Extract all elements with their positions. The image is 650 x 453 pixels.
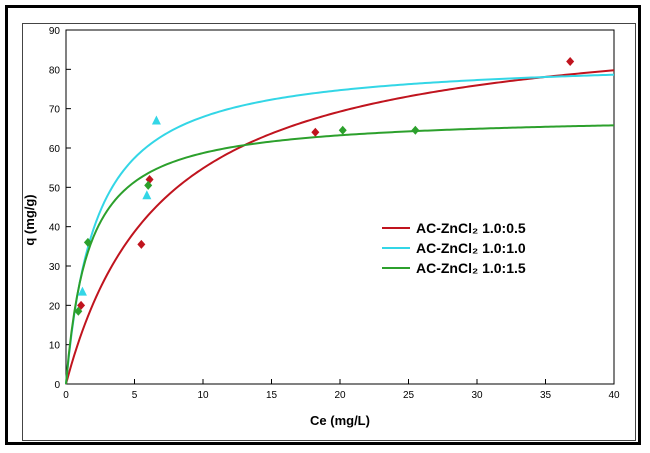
chart-panel	[22, 23, 636, 441]
legend-label: AC-ZnCl₂ 1.0:1.0	[416, 240, 526, 256]
y-axis-label: q (mg/g)	[22, 194, 37, 245]
data-point	[144, 180, 153, 190]
y-tick-label: 60	[49, 144, 61, 155]
x-tick-label: 40	[608, 390, 620, 401]
y-tick-label: 40	[49, 223, 61, 234]
data-point	[411, 125, 420, 135]
x-axis-label: Ce (mg/L)	[310, 413, 370, 428]
y-tick-label: 80	[49, 65, 61, 76]
x-tick-label: 0	[63, 390, 69, 401]
data-point	[151, 115, 161, 125]
fit-curve-1	[65, 69, 615, 385]
fit-curve-2	[65, 73, 615, 385]
data-point	[311, 127, 320, 137]
x-tick-label: 15	[266, 390, 278, 401]
x-tick-label: 5	[132, 390, 138, 401]
fit-curve-3	[65, 124, 615, 385]
y-tick-label: 20	[49, 301, 61, 312]
x-tick-label: 30	[471, 390, 483, 401]
data-point	[77, 286, 87, 296]
fit-curves	[65, 69, 615, 385]
y-tick-label: 10	[49, 341, 61, 352]
x-tick-label: 10	[197, 390, 209, 401]
y-tick-label: 0	[54, 380, 60, 391]
legend-label: AC-ZnCl₂ 1.0:0.5	[416, 220, 526, 236]
legend-label: AC-ZnCl₂ 1.0:1.5	[416, 260, 526, 276]
data-points	[74, 56, 575, 316]
data-point	[74, 306, 83, 316]
data-point	[566, 56, 575, 66]
y-tick-label: 50	[49, 183, 61, 194]
data-point	[137, 239, 146, 249]
y-tick-label: 90	[49, 26, 61, 37]
y-tick-label: 70	[49, 105, 61, 116]
x-tick-label: 35	[540, 390, 552, 401]
y-tick-label: 30	[49, 262, 61, 273]
data-point	[338, 125, 347, 135]
data-point	[83, 237, 92, 247]
plot-area	[65, 29, 615, 385]
axes: 0 5 10 15 20 25 30 35 40 0 10 20 30 40 50 60 70 80 90	[49, 26, 620, 401]
x-tick-label: 25	[403, 390, 415, 401]
data-point	[142, 190, 152, 200]
x-tick-label: 20	[334, 390, 346, 401]
legend: AC-ZnCl₂ 1.0:0.5 AC-ZnCl₂ 1.0:1.0 AC-ZnCl₂…	[382, 220, 526, 276]
